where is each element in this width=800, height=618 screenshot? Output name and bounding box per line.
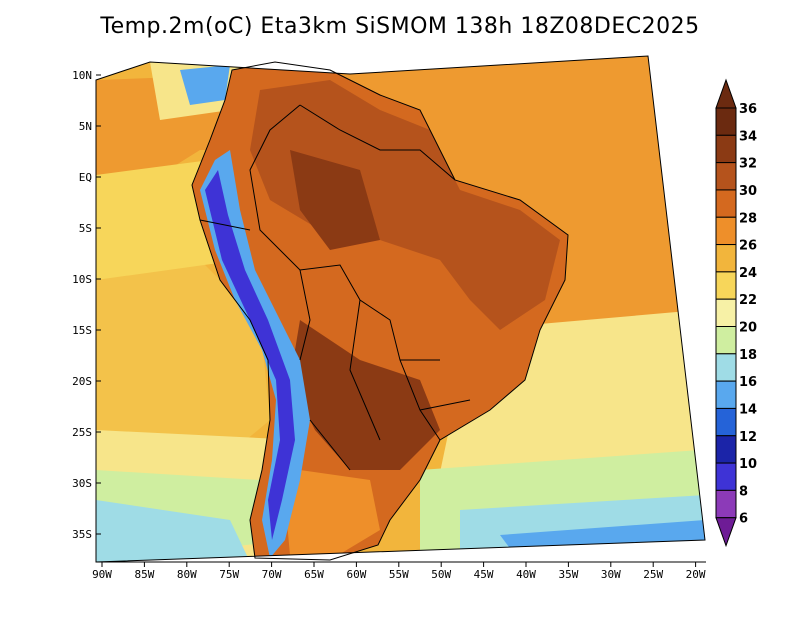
lon-tick-label: 90W — [92, 568, 112, 581]
colorbar-swatch — [715, 134, 737, 164]
lon-tick-label: 20W — [686, 568, 706, 581]
country-borders — [191, 61, 569, 561]
andes-coldest-band — [205, 170, 295, 540]
lon-tick-label: 60W — [346, 568, 366, 581]
lat-tick-label: 20S — [72, 375, 92, 388]
colorbar-label: 28 — [739, 211, 757, 226]
chaco-hot-zone — [290, 320, 440, 470]
map-title: Temp.2m(oC) Eta3km SiSMOM 138h 18Z08DEC2… — [100, 14, 700, 39]
south-cooler-zone — [285, 470, 380, 560]
colorbar-label: 18 — [739, 348, 757, 363]
colorbar-label: 24 — [739, 266, 757, 281]
colorbar-label: 26 — [739, 239, 757, 254]
colorbar-label: 20 — [739, 321, 757, 336]
colorbar-label: 30 — [739, 184, 757, 199]
colorbar-label: 34 — [739, 129, 757, 144]
lon-tick-label: 45W — [474, 568, 494, 581]
colorbar-swatch — [715, 216, 737, 246]
lon-tick-label: 25W — [643, 568, 663, 581]
lon-tick-label: 80W — [177, 568, 197, 581]
colorbar: 36 34 32 30 28 26 24 22 20 18 16 14 12 10 8 6 — [715, 78, 757, 548]
colorbar-label: 36 — [739, 102, 757, 117]
brazil-border — [249, 104, 456, 441]
lat-tick-label: 10S — [72, 273, 92, 286]
colorbar-swatch — [715, 380, 737, 409]
colorbar-max-arrow — [715, 78, 737, 109]
lon-tick-label: 40W — [516, 568, 536, 581]
colorbar-swatch — [715, 244, 737, 273]
coastline — [191, 61, 569, 561]
latitude-axis: 10N 5N EQ 5S 10S 15S 20S 25S 30S 35S — [72, 69, 101, 541]
colorbar-label: 8 — [739, 484, 748, 499]
colorbar-swatch — [715, 107, 737, 136]
colorbar-label: 12 — [739, 430, 757, 445]
colorbar-label: 22 — [739, 293, 757, 308]
lon-tick-label: 50W — [431, 568, 451, 581]
colorbar-swatch — [715, 353, 737, 382]
colorbar-swatch — [715, 189, 737, 218]
lat-tick-label: EQ — [79, 171, 92, 184]
colorbar-swatch — [715, 489, 737, 519]
colorbar-swatch — [715, 298, 737, 327]
colorbar-label: 14 — [739, 402, 757, 417]
lat-tick-label: 25S — [72, 426, 92, 439]
lon-tick-label: 85W — [134, 568, 154, 581]
colorbar-min-arrow — [715, 517, 737, 548]
lat-tick-label: 15S — [72, 324, 92, 337]
longitude-axis: 90W 85W 80W 75W 70W 65W 60W 55W 50W 45W 40W 35W 30W 2… — [92, 561, 706, 581]
colorbar-swatch — [715, 462, 737, 491]
colorbar-label: 32 — [739, 157, 757, 172]
lat-tick-label: 5S — [79, 222, 92, 235]
lat-tick-label: 30S — [72, 477, 92, 490]
colorbar-swatch — [715, 326, 737, 355]
internal-borders — [199, 219, 471, 471]
lat-tick-label: 35S — [72, 528, 92, 541]
amazon-hot-zone — [250, 80, 560, 330]
land-temperature-field — [192, 62, 568, 560]
lat-tick-label: 10N — [72, 69, 92, 82]
lon-tick-label: 70W — [262, 568, 282, 581]
lon-tick-label: 75W — [219, 568, 239, 581]
lon-tick-label: 35W — [558, 568, 578, 581]
colorbar-swatch — [715, 435, 737, 464]
colorbar-swatch — [715, 271, 737, 300]
lat-tick-label: 5N — [79, 120, 92, 133]
colorbar-label: 10 — [739, 457, 757, 472]
colorbar-swatch — [715, 407, 737, 437]
colorbar-swatch — [715, 162, 737, 191]
colorbar-label: 6 — [739, 512, 748, 527]
colorbar-label: 16 — [739, 375, 757, 390]
northwest-hot-zone — [290, 150, 380, 250]
lon-tick-label: 55W — [389, 568, 409, 581]
lon-tick-label: 65W — [304, 568, 324, 581]
lon-tick-label: 30W — [601, 568, 621, 581]
